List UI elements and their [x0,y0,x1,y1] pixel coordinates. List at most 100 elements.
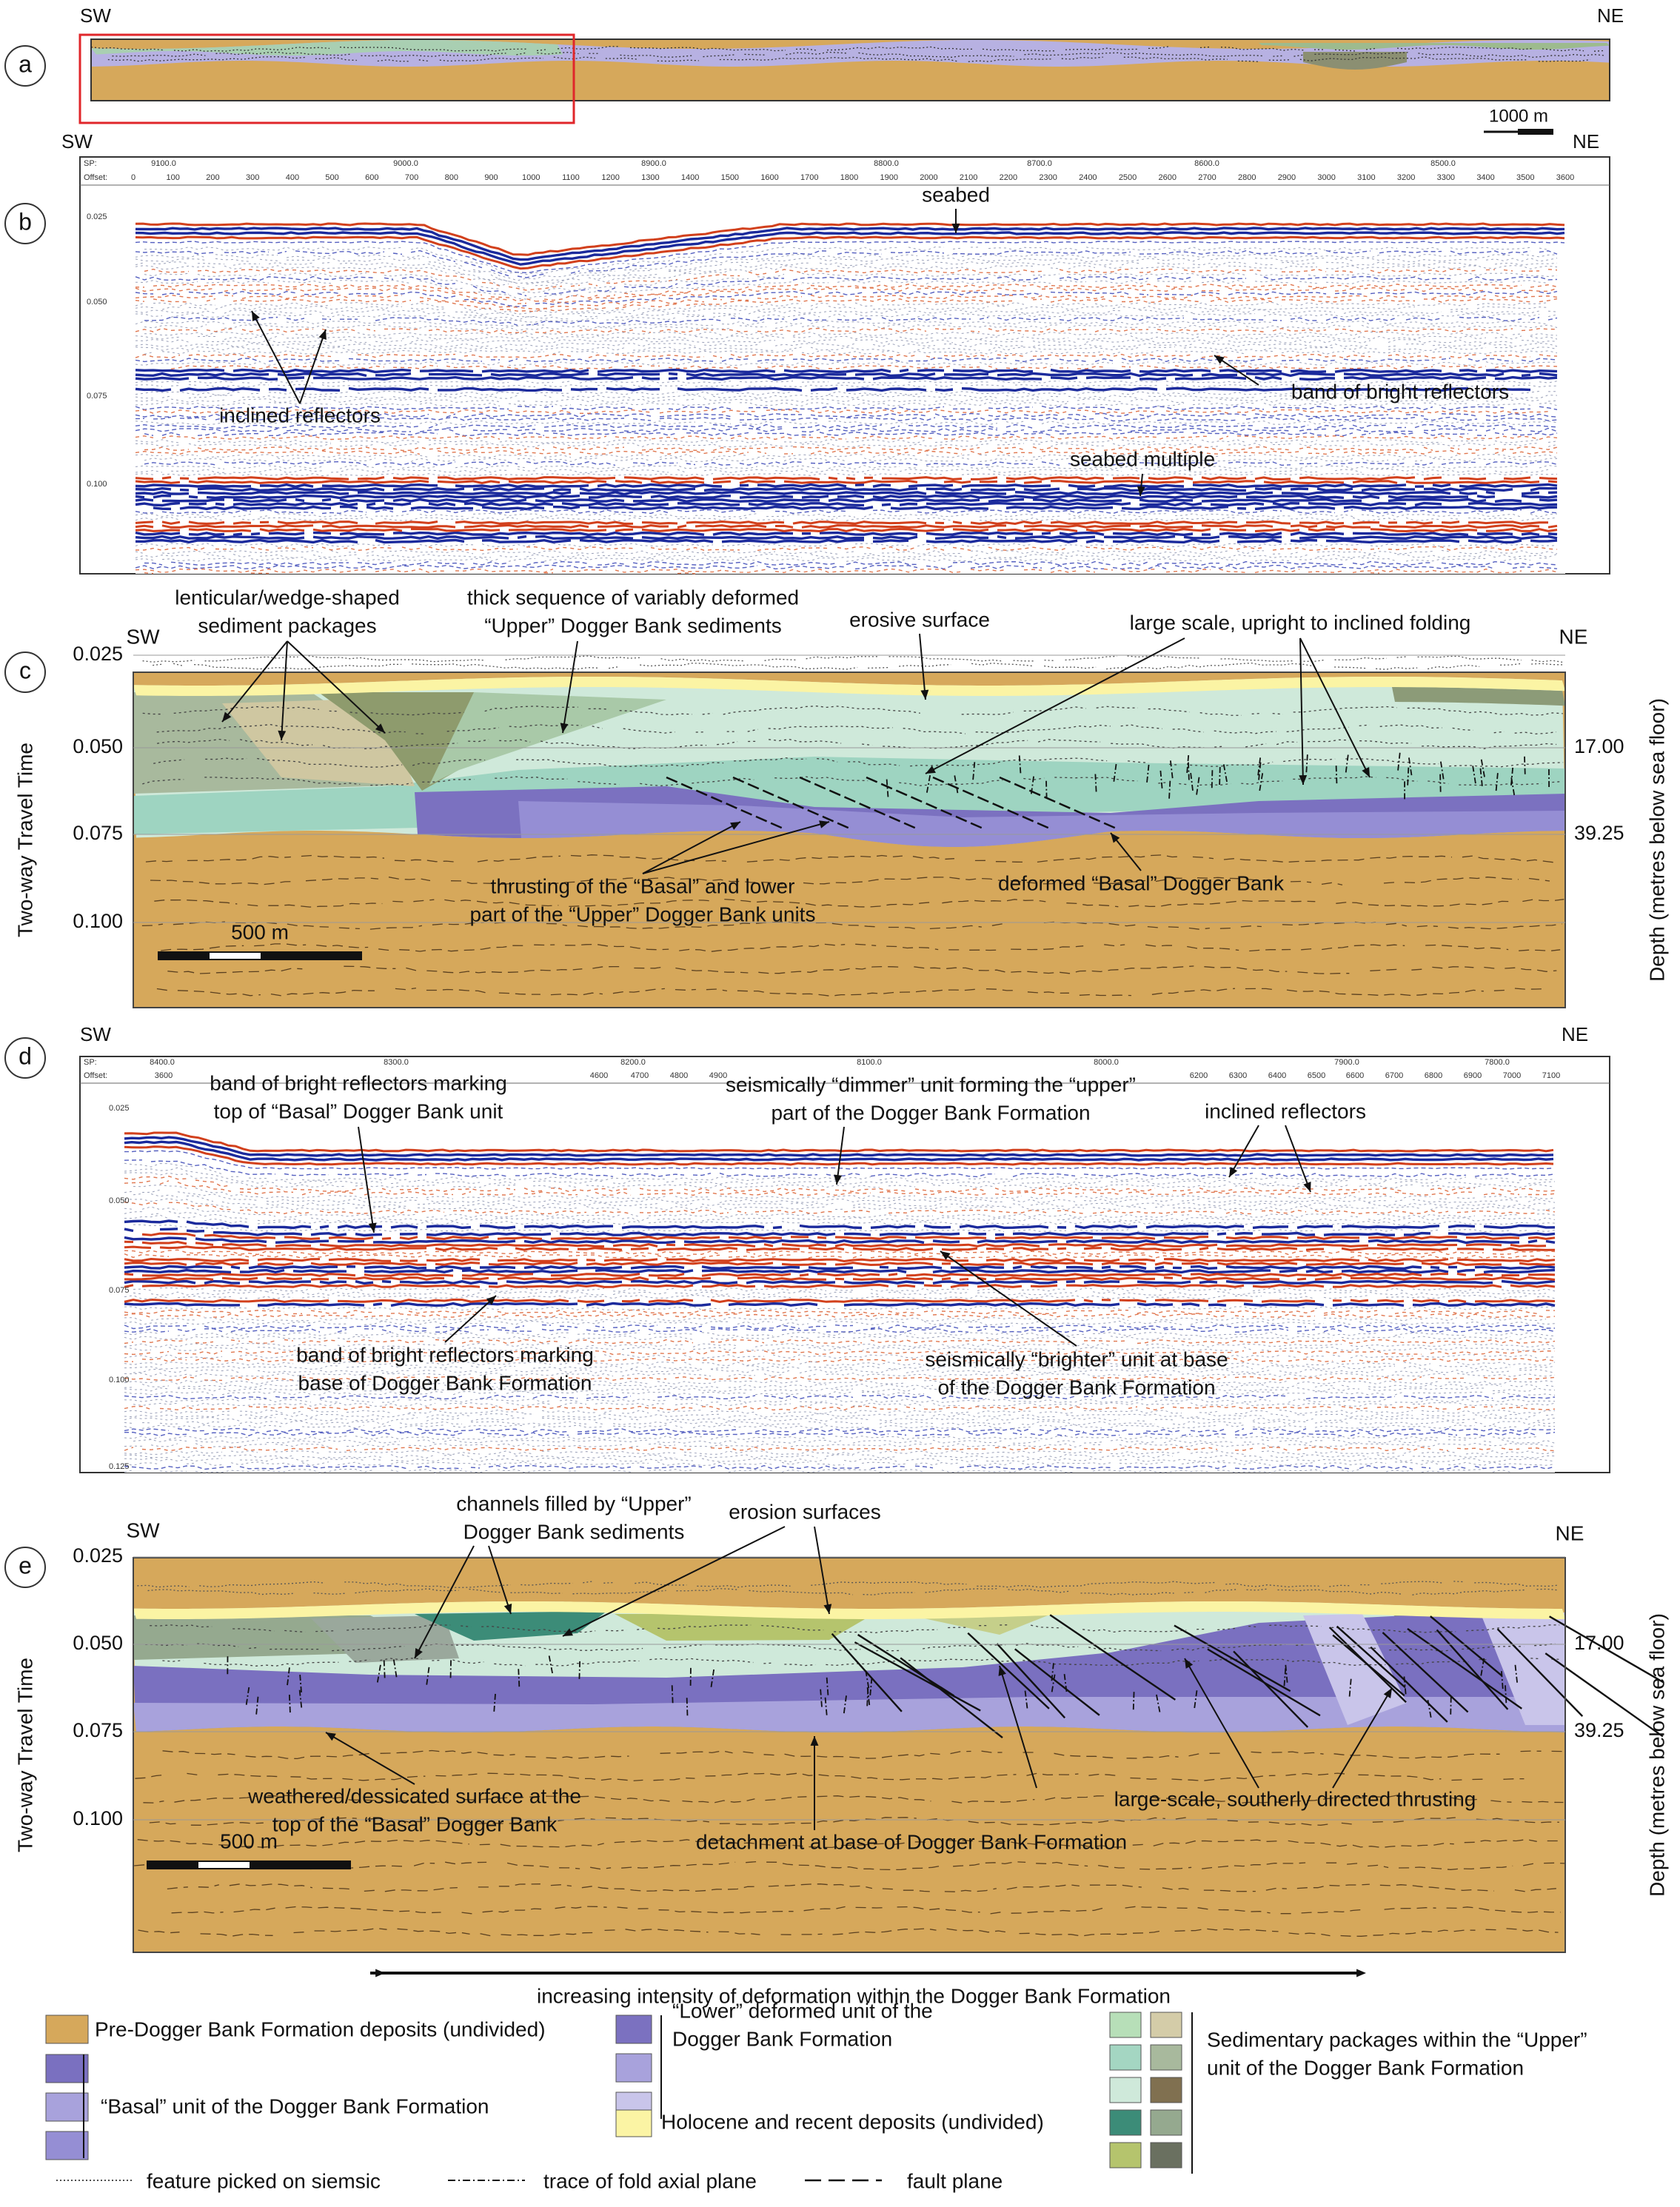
annotation: seabed multiple [1070,447,1215,470]
panel-label: e [19,1552,32,1578]
label: SW [126,625,160,648]
offset-label: 500 [325,173,338,182]
annotation: weathered/dessicated surface at the [247,1784,581,1807]
offset-label: 1500 [721,173,739,182]
y-tick-label: 0.100 [73,1807,123,1829]
axis-label: SP: [84,159,97,168]
label: 1000 m [1489,106,1548,126]
offset-label: 3600 [155,1071,173,1080]
annotation: erosive surface [849,608,990,631]
offset-label: 2500 [1119,173,1137,182]
sp-label: 8200.0 [620,1058,646,1067]
time-label: 0.125 [109,1462,130,1471]
annotation: of the Dogger Bank Formation [937,1376,1215,1399]
y-tick-label: 0.050 [73,735,123,757]
scale-bar [300,1861,350,1869]
offset-label: 3100 [1357,173,1375,182]
offset-label: 1300 [641,173,659,182]
sp-label: 8000.0 [1094,1058,1119,1067]
label: NE [1573,130,1599,153]
offset-label: 1000 [522,173,540,182]
offset-label: 3500 [1516,173,1534,182]
offset-label: 200 [206,173,219,182]
legend-text: trace of fold axial plane [543,2169,757,2192]
label: SW [80,4,111,27]
offset-label: 2600 [1159,173,1177,182]
legend-text: Dogger Bank Formation [672,2027,892,2050]
time-label: 0.100 [87,480,107,489]
legend-swatch [1151,2143,1182,2168]
offset-label: 2300 [1039,173,1057,182]
annotation: sediment packages [198,614,376,637]
scale-label: 500 m [231,920,289,943]
annotation: thick sequence of variably deformed [467,586,799,609]
annotation: deformed “Basal” Dogger Bank [998,871,1285,894]
sp-label: 8400.0 [150,1058,175,1067]
sp-label: 8500.0 [1430,159,1456,168]
offset-label: 4700 [631,1071,649,1080]
legend-swatch [1151,2045,1182,2070]
offset-label: 3200 [1397,173,1415,182]
offset-label: 1700 [800,173,818,182]
offset-label: 6600 [1346,1071,1364,1080]
label: NE [1597,4,1624,27]
sp-label: 8700.0 [1027,159,1052,168]
sp-label: 7900.0 [1334,1058,1359,1067]
offset-label: 2200 [1000,173,1017,182]
legend-swatch [1110,2110,1141,2135]
legend-swatch [46,2054,88,2083]
depth-label: 39.25 [1574,1719,1624,1741]
scale-bar [311,952,361,960]
offset-label: 2900 [1278,173,1296,182]
offset-label: 4800 [670,1071,688,1080]
label: NE [1556,1521,1584,1544]
legend-text: unit of the Dogger Bank Formation [1207,2056,1524,2079]
annotation: seismically “brighter” unit at base [925,1347,1228,1370]
time-label: 0.025 [109,1104,130,1113]
offset-label: 1800 [840,173,858,182]
offset-label: 6300 [1229,1071,1247,1080]
sp-label: 8600.0 [1194,159,1219,168]
offset-label: 6900 [1464,1071,1482,1080]
time-label: 0.100 [109,1376,130,1384]
offset-label: 2000 [920,173,937,182]
sp-label: 8100.0 [857,1058,882,1067]
offset-label: 7100 [1542,1071,1560,1080]
panel-label: b [19,208,32,235]
y-tick-label: 0.075 [73,822,123,844]
offset-label: 300 [246,173,259,182]
label: NE [1559,625,1588,648]
offset-label: 1400 [681,173,699,182]
scale-label: 500 m [220,1829,278,1852]
offset-label: 6200 [1190,1071,1208,1080]
offset-label: 3300 [1437,173,1455,182]
depth-label: 17.00 [1574,1632,1624,1654]
offset-label: 600 [365,173,378,182]
annotation: top of “Basal” Dogger Bank unit [214,1099,503,1122]
scale-bar [147,1861,198,1869]
sp-label: 8800.0 [874,159,899,168]
annotation: part of the “Upper” Dogger Bank units [470,902,816,925]
offset-label: 6400 [1268,1071,1286,1080]
sp-label: 8300.0 [384,1058,409,1067]
depth-label: 17.00 [1574,735,1624,757]
annotation: Dogger Bank sediments [463,1520,685,1543]
depth-label: 39.25 [1574,822,1624,844]
label: SW [126,1518,160,1541]
offset-label: 700 [405,173,418,182]
offset-label: 900 [484,173,498,182]
legend-swatch [46,2093,88,2121]
offset-label: 400 [286,173,299,182]
offset-label: 6500 [1308,1071,1325,1080]
sp-label: 7800.0 [1485,1058,1510,1067]
offset-label: 1100 [562,173,580,182]
figure: aSWNE1000 mbSWNESP:Offset:9100.09000.089… [0,0,1680,2207]
legend-swatch [1110,2012,1141,2037]
y-tick-label: 0.025 [73,1544,123,1567]
offset-label: 2400 [1079,173,1097,182]
offset-label: 2100 [960,173,977,182]
legend-swatch [1110,2077,1141,2103]
annotation: top of the “Basal” Dogger Bank [272,1812,558,1835]
label: SW [61,130,93,153]
y2-axis-title: Depth (metres below sea floor) [1645,1613,1668,1897]
